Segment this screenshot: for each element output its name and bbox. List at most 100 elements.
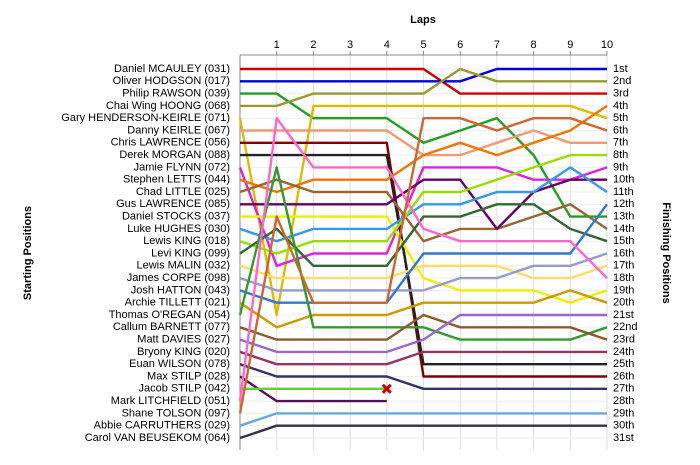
legend-label: Abbie CARRUTHERS (029)	[94, 420, 230, 432]
legend-label: Danny KEIRLE (067)	[127, 124, 230, 136]
series-line	[240, 67, 607, 83]
legend-label: Gary HENDERSON-KEIRLE (071)	[61, 112, 230, 124]
series-line	[239, 313, 608, 341]
y2-tick-label: 10th	[613, 174, 634, 186]
legend-label: Shane TOLSON (097)	[122, 407, 230, 419]
series-line	[239, 363, 607, 390]
legend-label: Jamie FLYNN (072)	[134, 161, 230, 173]
legend-label: Oliver HODGSON (017)	[113, 75, 230, 87]
x-tick-label: 10	[601, 39, 613, 51]
legend-label: Jacob STILP (042)	[138, 383, 230, 395]
y2-tick-label: 9th	[613, 161, 628, 173]
legend-label: Chris LAWRENCE (056)	[111, 137, 230, 149]
y2-tick-label: 15th	[613, 235, 634, 247]
x-tick-label: 2	[310, 39, 316, 51]
legend-label: Chai Wing HOONG (068)	[106, 100, 230, 112]
legend-label: Luke HUGHES (030)	[127, 223, 230, 235]
series-line	[240, 92, 607, 218]
legend-label: Archie TILLETT (021)	[125, 297, 230, 309]
series-line	[238, 104, 608, 317]
legend-label: Callum BARNETT (077)	[113, 321, 230, 333]
y2-tick-label: 23rd	[613, 334, 635, 346]
y2-tick-label: 27th	[613, 383, 634, 395]
series-line	[239, 252, 608, 292]
legend-label: Derek MORGAN (088)	[119, 149, 230, 161]
retired-marker	[381, 383, 392, 394]
series-line	[240, 67, 607, 95]
y2-tick-label: 11th	[613, 186, 634, 198]
y2-tick-label: 19th	[613, 284, 634, 296]
y2-tick-label: 5th	[613, 112, 628, 124]
legend-label: Lewis MALIN (032)	[136, 260, 230, 272]
chart-title: Laps	[410, 14, 436, 26]
series-line	[239, 166, 608, 243]
series-line	[240, 67, 607, 108]
series-line	[239, 289, 608, 329]
y2-tick-label: 18th	[613, 272, 634, 284]
series-line	[240, 215, 608, 304]
series-line	[238, 117, 608, 402]
x-tick-label: 7	[494, 39, 500, 51]
y2-tick-label: 21st	[613, 309, 634, 321]
y2-tick-label: 31st	[613, 432, 634, 444]
legend-label: Lewis KING (018)	[143, 235, 230, 247]
y2-tick-label: 25th	[613, 358, 634, 370]
x-tick-label: 8	[531, 39, 537, 51]
series-line	[239, 313, 607, 354]
y2-tick-label: 12th	[613, 198, 634, 210]
y2-tick-label: 2nd	[613, 75, 631, 87]
legend-label: Chad LITTLE (025)	[136, 186, 230, 198]
y2-tick-label: 1st	[613, 63, 628, 75]
y2-tick-label: 17th	[613, 260, 634, 272]
y2-tick-label: 16th	[613, 247, 634, 259]
y2-tick-label: 26th	[613, 370, 634, 382]
legend-label: Mark LITCHFIELD (051)	[111, 395, 230, 407]
y2-tick-label: 20th	[613, 297, 634, 309]
y2-tick-label: 22nd	[613, 321, 637, 333]
y2-tick-label: 29th	[613, 407, 634, 419]
series-line	[239, 424, 607, 440]
x-tick-label: 6	[457, 39, 463, 51]
y2-tick-label: 4th	[613, 100, 628, 112]
series-line	[239, 412, 607, 427]
series-line	[240, 141, 607, 378]
y2-tick-label: 14th	[613, 223, 634, 235]
y2-tick-label: 8th	[613, 149, 628, 161]
legend-label: Thomas O'REGAN (054)	[109, 309, 230, 321]
x-tick-label: 3	[347, 39, 353, 51]
x-tick-label: 5	[420, 39, 426, 51]
y2-tick-label: 28th	[613, 395, 634, 407]
x-tick-label: 9	[567, 39, 573, 51]
legend-label: Philip RAWSON (039)	[122, 88, 230, 100]
series-line	[239, 203, 608, 304]
series-line	[239, 203, 608, 267]
y2-tick-label: 3rd	[613, 88, 629, 100]
y2-tick-label: 30th	[613, 420, 634, 432]
y2-tick-label: 7th	[613, 137, 628, 149]
legend-label: Daniel STOCKS (037)	[122, 211, 230, 223]
series-line	[239, 153, 607, 255]
series-line	[240, 178, 607, 231]
y2-axis-title: Finishing Positions	[660, 202, 672, 303]
series-line	[240, 153, 607, 366]
y-axis-title: Starting Positions	[22, 206, 34, 300]
legend-label: Daniel MCAULEY (031)	[114, 63, 230, 75]
y2-tick-label: 24th	[613, 346, 634, 358]
legend-label: Josh HATTON (043)	[131, 284, 230, 296]
series-line	[239, 104, 608, 194]
series-line	[238, 117, 608, 414]
legend-label: Euan WILSON (078)	[129, 358, 230, 370]
legend-label: Carol VAN BEUSEKOM (064)	[85, 432, 230, 444]
lines	[238, 67, 608, 440]
y2-tick-label: 6th	[613, 124, 628, 136]
series-line	[239, 375, 387, 403]
legend-label: Stephen LETTS (044)	[123, 174, 230, 186]
series-line	[239, 350, 607, 366]
legend-label: Gus LAWRENCE (085)	[116, 198, 230, 210]
x-tick-label: 4	[384, 39, 390, 51]
legend-label: Bryony KING (020)	[137, 346, 230, 358]
legend-label: Matt DAVIES (027)	[137, 334, 230, 346]
legend-label: Levi KING (099)	[151, 247, 230, 259]
x-tick-label: 1	[274, 39, 280, 51]
